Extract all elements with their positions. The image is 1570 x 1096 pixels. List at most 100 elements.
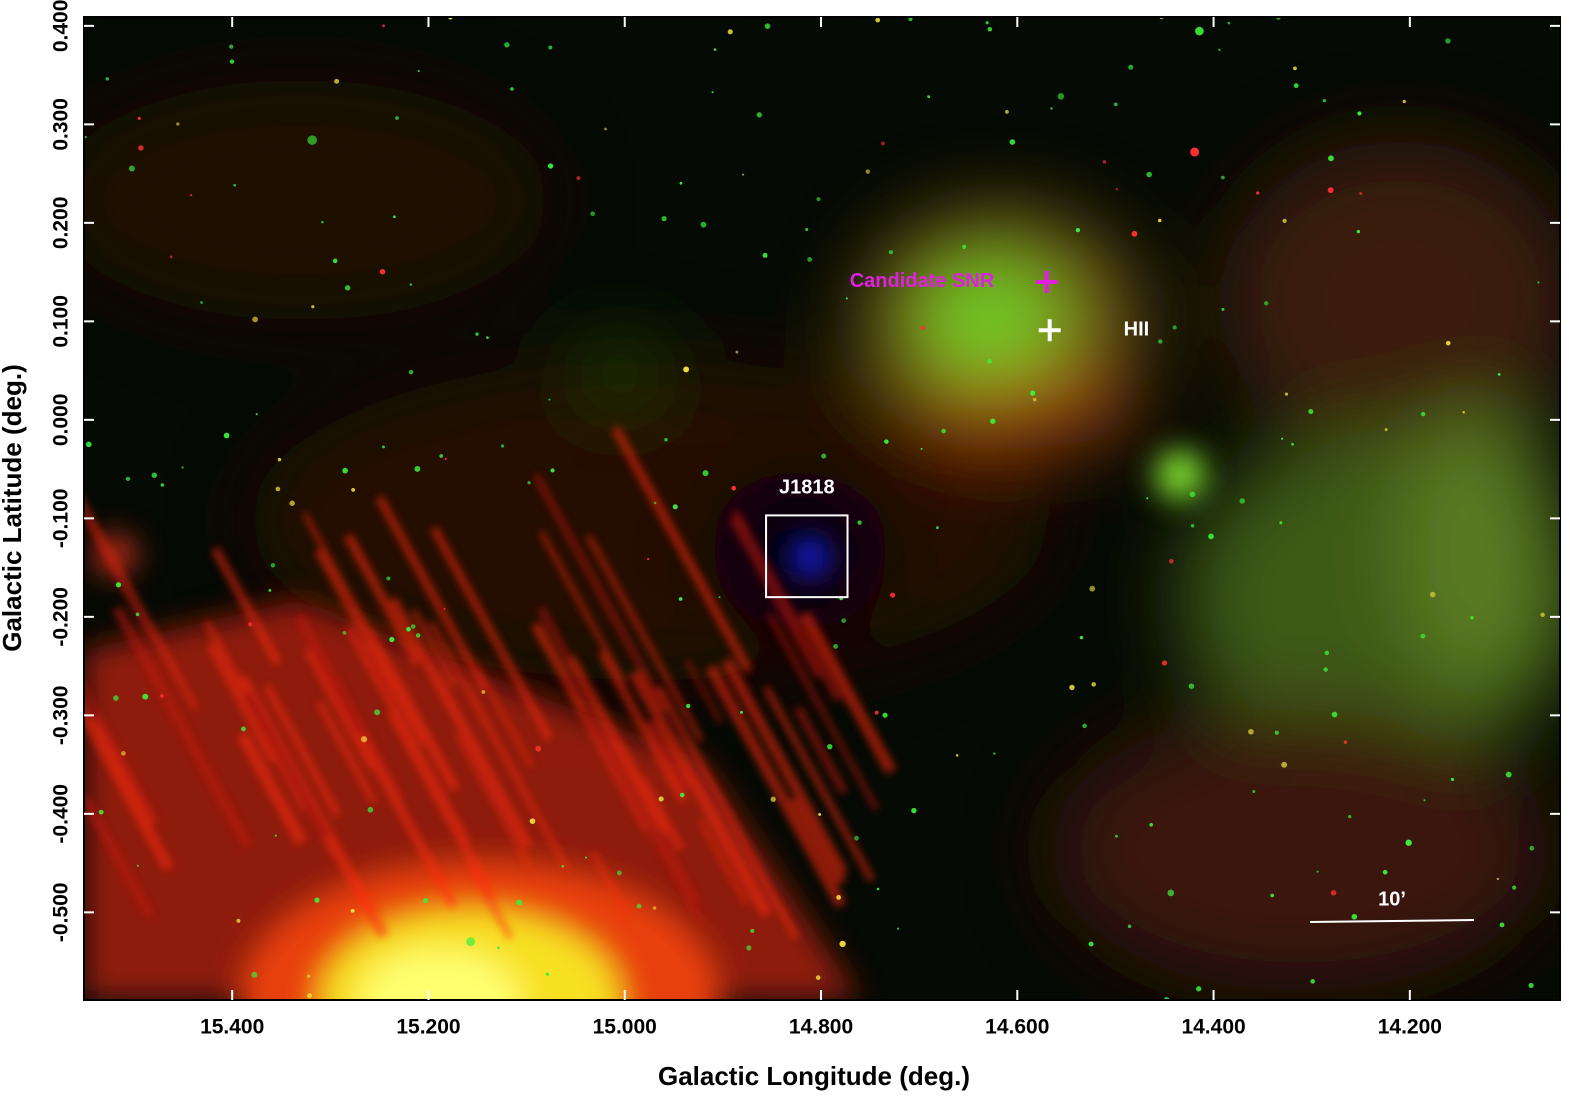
- star: [1252, 790, 1256, 793]
- star: [1149, 822, 1154, 827]
- star: [1470, 616, 1474, 620]
- star: [1382, 869, 1388, 875]
- scale-bar-label: 10’: [1378, 888, 1406, 910]
- streak: [343, 532, 423, 667]
- streak: [211, 546, 282, 666]
- star: [270, 563, 276, 568]
- star: [679, 181, 683, 185]
- star: [268, 588, 272, 592]
- star: [486, 336, 489, 340]
- star: [169, 255, 173, 259]
- star: [756, 112, 762, 118]
- star: [700, 221, 707, 228]
- star: [1327, 187, 1334, 194]
- star: [1405, 839, 1412, 846]
- star: [987, 27, 993, 32]
- nebula: [84, 80, 1560, 990]
- star: [636, 903, 642, 909]
- streak: [705, 664, 847, 909]
- x-tick-label: 15.200: [396, 1016, 460, 1039]
- star: [661, 216, 667, 222]
- star: [142, 693, 149, 700]
- star: [1009, 139, 1016, 145]
- streak: [84, 702, 174, 872]
- star: [334, 78, 340, 84]
- streak: [581, 707, 707, 928]
- streak: [585, 534, 704, 742]
- star: [1050, 107, 1053, 110]
- star: [1128, 64, 1134, 70]
- star: [1221, 307, 1225, 311]
- star: [510, 87, 514, 91]
- star: [516, 899, 523, 906]
- star: [406, 626, 411, 632]
- streaks: [84, 425, 897, 940]
- star: [135, 612, 140, 617]
- star: [1079, 636, 1084, 640]
- star: [1146, 171, 1152, 178]
- star: [529, 818, 536, 824]
- star: [1172, 325, 1177, 330]
- streak: [589, 851, 631, 918]
- streak: [763, 686, 875, 882]
- star: [702, 470, 709, 477]
- streak: [242, 689, 332, 841]
- star: [1114, 834, 1118, 838]
- streak: [564, 654, 672, 836]
- star: [84, 135, 87, 139]
- star: [1005, 110, 1009, 114]
- star: [415, 633, 421, 638]
- star: [1102, 160, 1107, 164]
- star: [987, 359, 992, 364]
- star: [1293, 66, 1297, 71]
- star: [1331, 711, 1338, 718]
- star: [417, 69, 420, 73]
- star: [151, 472, 158, 479]
- star: [1032, 397, 1037, 402]
- streak: [466, 861, 514, 940]
- star: [382, 445, 385, 449]
- marker-label: Candidate SNR: [850, 270, 995, 292]
- star: [444, 457, 447, 461]
- star: [990, 418, 996, 424]
- star: [746, 945, 752, 951]
- y-tick-label: -0.200: [50, 587, 73, 647]
- x-tick-label: 14.600: [985, 1016, 1049, 1039]
- x-tick-label: 14.400: [1181, 1016, 1245, 1039]
- star: [351, 487, 356, 492]
- star: [1512, 885, 1517, 890]
- star: [1227, 21, 1231, 25]
- star: [350, 908, 355, 913]
- star: [882, 712, 888, 718]
- star: [545, 972, 550, 976]
- star: [190, 194, 193, 197]
- star: [1324, 650, 1330, 656]
- x-tick-label: 15.000: [593, 1016, 657, 1039]
- streak: [721, 657, 848, 876]
- y-tick-label: -0.300: [50, 686, 73, 746]
- streak: [355, 732, 458, 909]
- star: [576, 176, 581, 181]
- star: [85, 441, 92, 448]
- y-tick-label: -0.500: [50, 883, 73, 943]
- streak: [84, 500, 199, 711]
- star: [672, 504, 678, 510]
- star: [962, 244, 967, 249]
- star: [374, 709, 381, 716]
- star: [500, 444, 505, 448]
- star: [604, 127, 607, 131]
- star: [1069, 684, 1075, 691]
- star: [1208, 533, 1214, 540]
- star: [176, 122, 180, 126]
- star: [466, 937, 476, 947]
- star: [884, 439, 889, 444]
- star: [1316, 870, 1319, 873]
- star: [475, 332, 479, 336]
- star: [1529, 845, 1535, 851]
- star: [653, 501, 657, 505]
- star: [275, 486, 281, 492]
- star: [993, 752, 996, 755]
- star: [379, 268, 386, 275]
- star: [686, 703, 691, 709]
